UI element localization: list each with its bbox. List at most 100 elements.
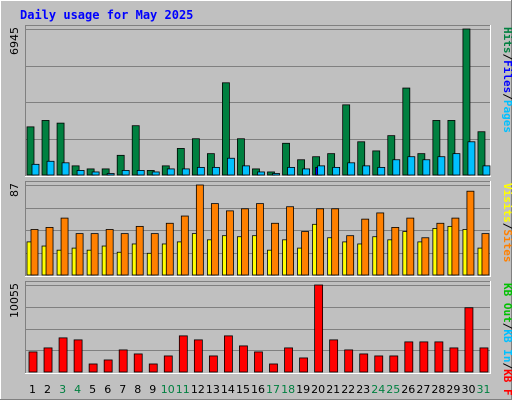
bar-hits-day-15 [237,138,245,176]
bar-kb-f-day-10 [163,355,173,373]
bar-sites-day-1 [30,229,39,276]
series-axis-labels: Hits/Files/Pages [501,27,512,133]
bar-sites-day-2 [45,227,54,276]
bar-sites-day-11 [180,215,189,276]
x-tick-day-22: 22 [341,383,355,396]
bar-sites-day-18 [286,206,294,276]
bar-sites-day-13 [210,203,219,276]
bar-kb-f-day-27 [419,341,429,373]
bar-sites-day-20 [316,208,325,276]
bar-pages-day-16 [257,171,265,176]
bar-sites-day-22 [346,235,355,276]
bar-kb-f-day-20 [314,284,324,373]
panel-middle: 87 Visits/Sites [8,181,512,277]
bar-pages-day-20 [317,165,326,176]
bar-pages-day-4 [76,170,85,176]
bar-hits-day-30 [462,28,471,176]
bar-sites-day-8 [135,225,144,276]
bar-kb-f-day-5 [88,363,98,373]
bar-pages-day-19 [302,168,310,176]
bar-kb-f-day-17 [269,363,278,373]
bar-sites-day-3 [60,217,69,276]
bar-hits-day-11 [176,148,185,176]
bar-sites-day-24 [376,212,385,276]
bar-hits-day-1 [26,126,35,176]
bar-kb-f-day-3 [58,337,68,373]
bar-pages-day-3 [61,162,70,176]
bar-hits-day-24 [372,150,381,176]
bar-sites-day-17 [271,222,279,276]
series-axis-labels: Visits/Sites [501,183,512,263]
x-tick-day-17: 17 [266,383,280,396]
x-tick-day-18: 18 [281,383,295,396]
bar-sites-day-16 [256,203,264,276]
bar-kb-f-day-13 [208,355,218,373]
bar-hits-day-8 [131,125,140,176]
x-tick-day-8: 8 [134,383,141,396]
bar-kb-f-day-21 [329,339,339,373]
bar-sites-day-15 [241,208,249,276]
x-tick-day-4: 4 [74,383,81,396]
bar-hits-day-21 [327,153,336,176]
x-tick-day-2: 2 [44,383,51,396]
series-label-sites: Sites [501,229,512,262]
bar-sites-day-21 [331,208,340,276]
y-max-label: 6945 [8,27,21,55]
label-separator: / [501,363,512,370]
y-max-label: 10055 [8,283,21,318]
bar-sites-day-9 [150,233,159,276]
bar-sites-day-26 [406,217,415,276]
bar-sites-day-4 [75,233,84,276]
x-tick-day-23: 23 [356,383,370,396]
x-tick-day-25: 25 [386,383,400,396]
bar-kb-f-day-26 [404,341,414,373]
bar-hits-day-31 [477,131,486,176]
bar-hits-day-26 [402,87,411,176]
x-tick-day-1: 1 [29,383,36,396]
bar-pages-day-11 [181,168,190,176]
x-tick-day-27: 27 [416,383,430,396]
series-label-kb-out: KB Out [501,283,512,323]
x-tick-day-15: 15 [236,383,250,396]
chart-title: Daily usage for May 2025 [20,8,193,22]
bar-pages-day-5 [91,171,100,176]
bar-hits-day-29 [447,120,456,176]
bar-kb-f-day-30 [464,307,474,373]
x-tick-day-24: 24 [371,383,385,396]
bar-hits-day-12 [191,138,200,176]
bar-kb-f-day-29 [449,347,459,373]
x-tick-day-29: 29 [446,383,460,396]
series-axis-labels: KB Out/KB In/KB F [501,283,512,396]
x-tick-day-26: 26 [401,383,415,396]
bar-sites-day-25 [391,227,400,276]
bar-kb-f-day-25 [389,355,399,373]
bar-pages-day-14 [227,157,235,176]
bar-hits-day-22 [342,104,351,176]
bar-pages-day-25 [392,159,401,176]
bar-pages-day-28 [437,156,446,176]
bar-pages-day-13 [211,166,220,176]
bar-pages-day-30 [467,141,476,176]
bar-kb-f-day-15 [239,345,248,373]
bar-hits-day-25 [387,135,396,176]
label-separator: / [501,93,512,100]
bar-pages-day-6 [106,173,115,176]
x-tick-day-6: 6 [104,383,111,396]
y-max-label: 87 [8,183,21,197]
x-tick-day-20: 20 [311,383,325,396]
x-tick-day-3: 3 [59,383,66,396]
bar-pages-day-23 [362,165,371,176]
bar-kb-f-day-2 [43,347,53,373]
label-separator: / [501,323,512,330]
bar-sites-day-14 [226,210,234,276]
bar-pages-day-1 [31,163,40,176]
bar-hits-day-18 [282,142,290,176]
bar-kb-f-day-24 [374,355,384,373]
x-tick-day-30: 30 [462,383,476,396]
bar-kb-f-day-16 [254,351,263,373]
x-tick-day-7: 7 [119,383,126,396]
bar-sites-day-29 [451,217,460,276]
bar-hits-day-23 [357,141,366,176]
bar-kb-f-day-1 [28,351,38,373]
x-tick-day-5: 5 [89,383,96,396]
